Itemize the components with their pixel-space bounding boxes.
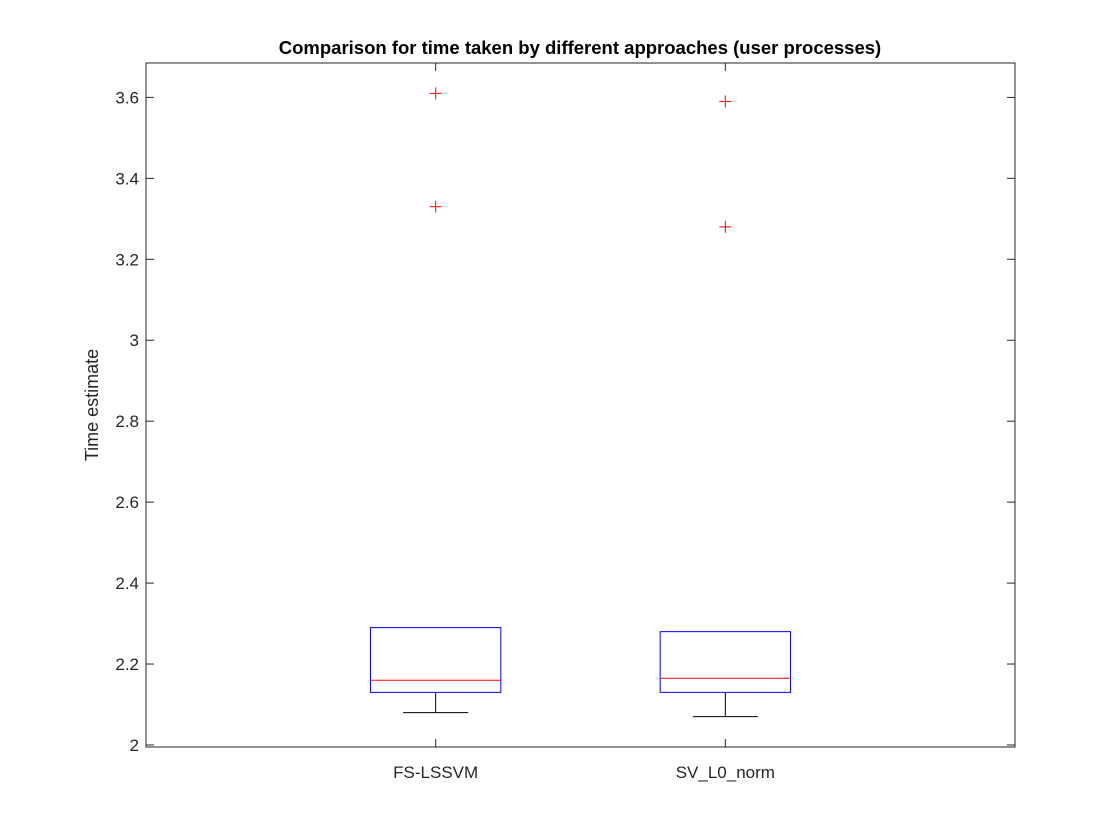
y-tick-label: 2 — [130, 736, 139, 755]
box-group — [369, 87, 502, 714]
y-tick-label: 3.4 — [115, 169, 139, 188]
y-axis: 2 2.2 2.4 2.6 2.8 3 3.2 3.4 3.6 — [115, 88, 1015, 755]
y-tick-label: 3 — [130, 331, 139, 350]
outlier-marker — [719, 220, 732, 233]
y-tick-label: 2.4 — [115, 574, 139, 593]
x-tick-label: SV_L0_norm — [676, 763, 775, 782]
box-group — [659, 95, 792, 718]
y-tick-label: 2.6 — [115, 493, 139, 512]
outlier-marker — [429, 200, 442, 213]
plot-area-frame — [145, 62, 1016, 748]
outlier-marker — [429, 87, 442, 100]
x-axis: FS-LSSVM SV_L0_norm — [393, 63, 775, 782]
y-tick-label: 2.2 — [115, 655, 139, 674]
y-tick-label: 2.8 — [115, 412, 139, 431]
x-tick-label: FS-LSSVM — [393, 763, 478, 782]
outlier-marker — [719, 95, 732, 108]
y-tick-label: 3.6 — [115, 88, 139, 107]
y-axis-label: Time estimate — [82, 349, 102, 461]
y-tick-label: 3.2 — [115, 250, 139, 269]
box-series — [369, 87, 792, 718]
chart-title: Comparison for time taken by different a… — [279, 37, 881, 58]
iqr-box — [659, 631, 792, 693]
iqr-box — [369, 627, 502, 693]
